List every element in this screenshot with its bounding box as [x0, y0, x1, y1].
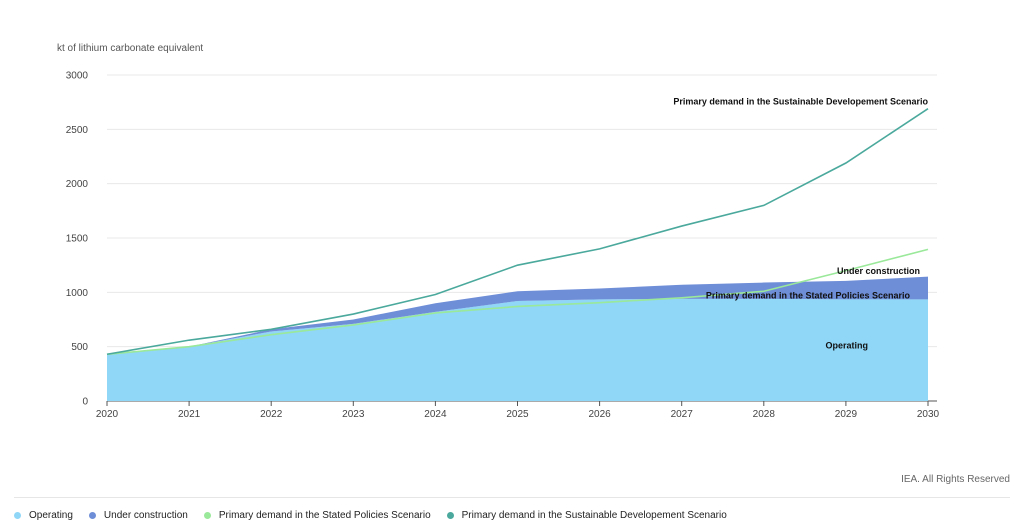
- x-tick-label: 2025: [506, 409, 529, 420]
- line-series-2: [106, 108, 929, 356]
- legend-item[interactable]: Under construction: [88, 510, 188, 521]
- x-tick-label: 2024: [424, 409, 447, 420]
- legend-dot-icon: [14, 512, 21, 519]
- y-tick-label: 0: [82, 397, 88, 408]
- x-tick-label: 2020: [96, 409, 119, 420]
- x-tick-label: 2030: [917, 409, 940, 420]
- y-tick-label: 1000: [66, 288, 89, 299]
- legend-label: Primary demand in the Sustainable Develo…: [461, 510, 727, 521]
- area-under-construction: [107, 276, 928, 355]
- y-tick-label: 2000: [66, 179, 89, 190]
- y-axis-label: kt of lithium carbonate equivalent: [57, 43, 204, 54]
- x-tick-label: 2021: [178, 409, 201, 420]
- x-tick-label: 2026: [588, 409, 611, 420]
- annotation-label: Under construction: [837, 266, 920, 276]
- line-series-1: [106, 248, 929, 356]
- annotations: Primary demand in the Sustainable Develo…: [673, 97, 928, 351]
- y-tick-label: 3000: [66, 71, 89, 82]
- y-tick-label: 1500: [66, 234, 89, 245]
- legend-item[interactable]: Primary demand in the Stated Policies Sc…: [203, 510, 431, 521]
- legend-item[interactable]: Primary demand in the Sustainable Develo…: [446, 510, 727, 521]
- x-tick-label: 2028: [753, 409, 776, 420]
- legend-dot-icon: [203, 512, 211, 519]
- area-operating: [107, 298, 928, 401]
- annotation-label: Operating: [825, 341, 868, 351]
- area-series: [107, 276, 928, 401]
- x-tick-label: 2029: [835, 409, 858, 420]
- credit-text: IEA. All Rights Reserved: [901, 474, 1010, 485]
- annotation-label: Primary demand in the Sustainable Develo…: [673, 97, 928, 107]
- x-tick-label: 2027: [671, 409, 694, 420]
- legend-divider: [14, 497, 1010, 498]
- x-tick-labels: 2020 2021 2022 2023 2024 2025 2026 2027 2028 2029…: [96, 401, 940, 420]
- legend: Operating Under construction Primary deman…: [14, 510, 727, 521]
- annotation-label: Primary demand in the Stated Policies Sc…: [706, 290, 911, 300]
- legend-label: Primary demand in the Stated Policies Sc…: [218, 510, 431, 521]
- y-tick-label: 500: [71, 342, 88, 353]
- y-tick-labels: 0 500 1000 1500 2000 2500 3000: [66, 71, 89, 408]
- legend-dot-icon: [88, 512, 96, 519]
- y-tick-label: 2500: [66, 125, 89, 136]
- legend-label: Operating: [29, 510, 73, 521]
- legend-dot-icon: [446, 512, 454, 519]
- legend-item[interactable]: Operating: [14, 510, 73, 521]
- legend-label: Under construction: [103, 510, 188, 521]
- line-series: [106, 108, 929, 356]
- x-tick-label: 2023: [342, 409, 365, 420]
- x-tick-label: 2022: [260, 409, 283, 420]
